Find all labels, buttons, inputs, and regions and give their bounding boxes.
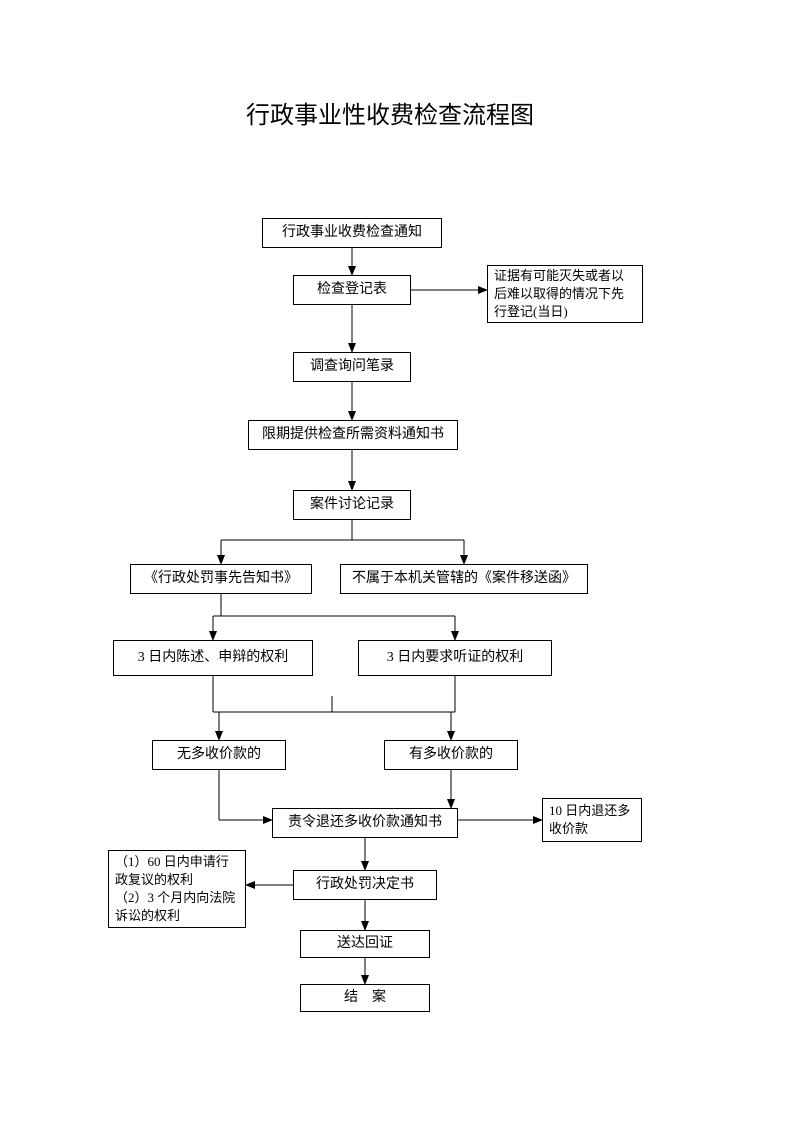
flow-node-n12: 结 案 — [300, 984, 430, 1012]
flow-node-n5: 案件讨论记录 — [293, 490, 411, 520]
page-title: 行政事业性收费检查流程图 — [180, 95, 600, 130]
flow-node-n6a: 《行政处罚事先告知书》 — [130, 564, 312, 594]
flow-node-n6b: 不属于本机关管辖的《案件移送函》 — [340, 564, 588, 594]
flow-node-n1: 行政事业收费检查通知 — [262, 218, 442, 248]
flow-node-n11: 送达回证 — [300, 930, 430, 958]
flow-note-s3: （1）60 日内申请行政复议的权利（2）3 个月内向法院诉讼的权利 — [108, 850, 246, 928]
flow-node-n8b: 有多收价款的 — [384, 740, 518, 770]
flow-node-n8a: 无多收价款的 — [152, 740, 286, 770]
flow-node-n7a: 3 日内陈述、申辩的权利 — [113, 640, 313, 676]
flow-node-n4: 限期提供检查所需资料通知书 — [248, 420, 458, 450]
flow-note-s1: 证据有可能灭失或者以后难以取得的情况下先行登记(当日) — [487, 265, 643, 323]
flow-node-n7b: 3 日内要求听证的权利 — [358, 640, 552, 676]
flow-node-n3: 调查询问笔录 — [293, 352, 411, 382]
flow-note-s2: 10 日内退还多收价款 — [542, 798, 642, 842]
flow-node-n2: 检查登记表 — [293, 275, 411, 305]
flow-node-n9: 责令退还多收价款通知书 — [272, 808, 458, 838]
flow-node-n10: 行政处罚决定书 — [293, 870, 437, 900]
